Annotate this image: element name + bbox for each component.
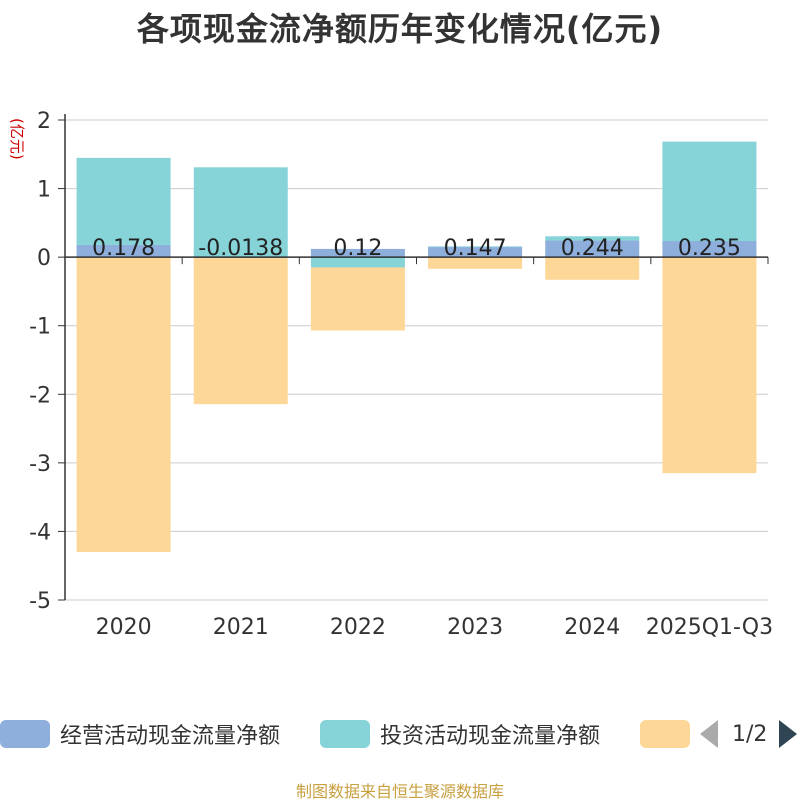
chart-canvas: 2 1 0 -1 -2 -3 -4 -5 2020 2021 2022 2023 2024 2025Q1-… <box>29 109 773 640</box>
legend-page-indicator: 1/2 <box>732 721 768 747</box>
chart-title: 各项现金流净额历年变化情况(亿元) <box>136 10 664 48</box>
x-tick-label: 2023 <box>447 615 503 640</box>
bar-series1-2025Q1-Q3 <box>662 141 757 242</box>
y-tick-label: -2 <box>29 383 51 408</box>
y-tick-label: 2 <box>37 109 51 134</box>
y-tick-label: -3 <box>29 452 51 477</box>
x-tick-label: 2024 <box>564 615 620 640</box>
y-tick-label: -1 <box>29 315 51 340</box>
x-tick-label: 2022 <box>330 615 386 640</box>
data-label: -0.0138 <box>198 236 283 261</box>
bar-series1-2024 <box>545 236 640 241</box>
y-tick-label: 0 <box>37 246 51 271</box>
legend-label-investing: 投资活动现金流量净额 <box>380 724 601 749</box>
x-tick-label: 2021 <box>213 615 269 640</box>
bar-series0-2023 <box>428 247 523 258</box>
legend-pager: 1/2 <box>700 716 798 752</box>
legend-next-page-icon[interactable] <box>779 720 798 748</box>
bar-series2-2021 <box>193 258 288 405</box>
bar-series0-2020 <box>76 244 171 258</box>
bar-series2-2025Q1-Q3 <box>662 257 757 474</box>
bar-series0-2022 <box>310 248 405 258</box>
data-label: 0.12 <box>333 236 382 261</box>
legend-item-financing[interactable] <box>640 716 700 752</box>
data-source-note: 制图数据来自恒生聚源数据库 <box>295 782 504 801</box>
x-tick-label: 2020 <box>96 615 152 640</box>
bar-series0-2025Q1-Q3 <box>662 241 757 258</box>
bar-series2-2024 <box>545 257 640 280</box>
bar-series2-2022 <box>310 267 405 331</box>
legend-swatch-financing <box>640 720 690 748</box>
legend-swatch-operating <box>0 720 50 748</box>
x-tick-label: 2025Q1-Q3 <box>646 615 773 640</box>
legend-swatch-investing <box>320 720 370 748</box>
data-label: 0.178 <box>92 236 155 261</box>
data-label: 0.235 <box>678 236 741 261</box>
bar-series1-2023 <box>428 246 523 248</box>
bar-series2-2020 <box>76 257 171 552</box>
data-label: 0.244 <box>561 236 624 261</box>
legend-prev-page-icon[interactable] <box>700 720 718 748</box>
bar-series2-2023 <box>428 257 523 269</box>
bar-series1-2021 <box>193 167 288 258</box>
bar-series0-2024 <box>545 240 640 258</box>
y-tick-label: -5 <box>29 589 51 614</box>
bar-series1-2020 <box>76 157 171 245</box>
y-tick-label: 1 <box>37 178 51 203</box>
y-tick-label: -4 <box>29 520 51 545</box>
data-label: 0.147 <box>444 236 507 261</box>
legend: 经营活动现金流量净额 投资活动现金流量净额 1/2 <box>0 716 800 752</box>
legend-item-operating[interactable]: 经营活动现金流量净额 <box>0 716 280 752</box>
legend-label-operating: 经营活动现金流量净额 <box>60 724 281 749</box>
bar-series1-2022 <box>310 257 405 268</box>
legend-item-investing[interactable]: 投资活动现金流量净额 <box>320 716 600 752</box>
